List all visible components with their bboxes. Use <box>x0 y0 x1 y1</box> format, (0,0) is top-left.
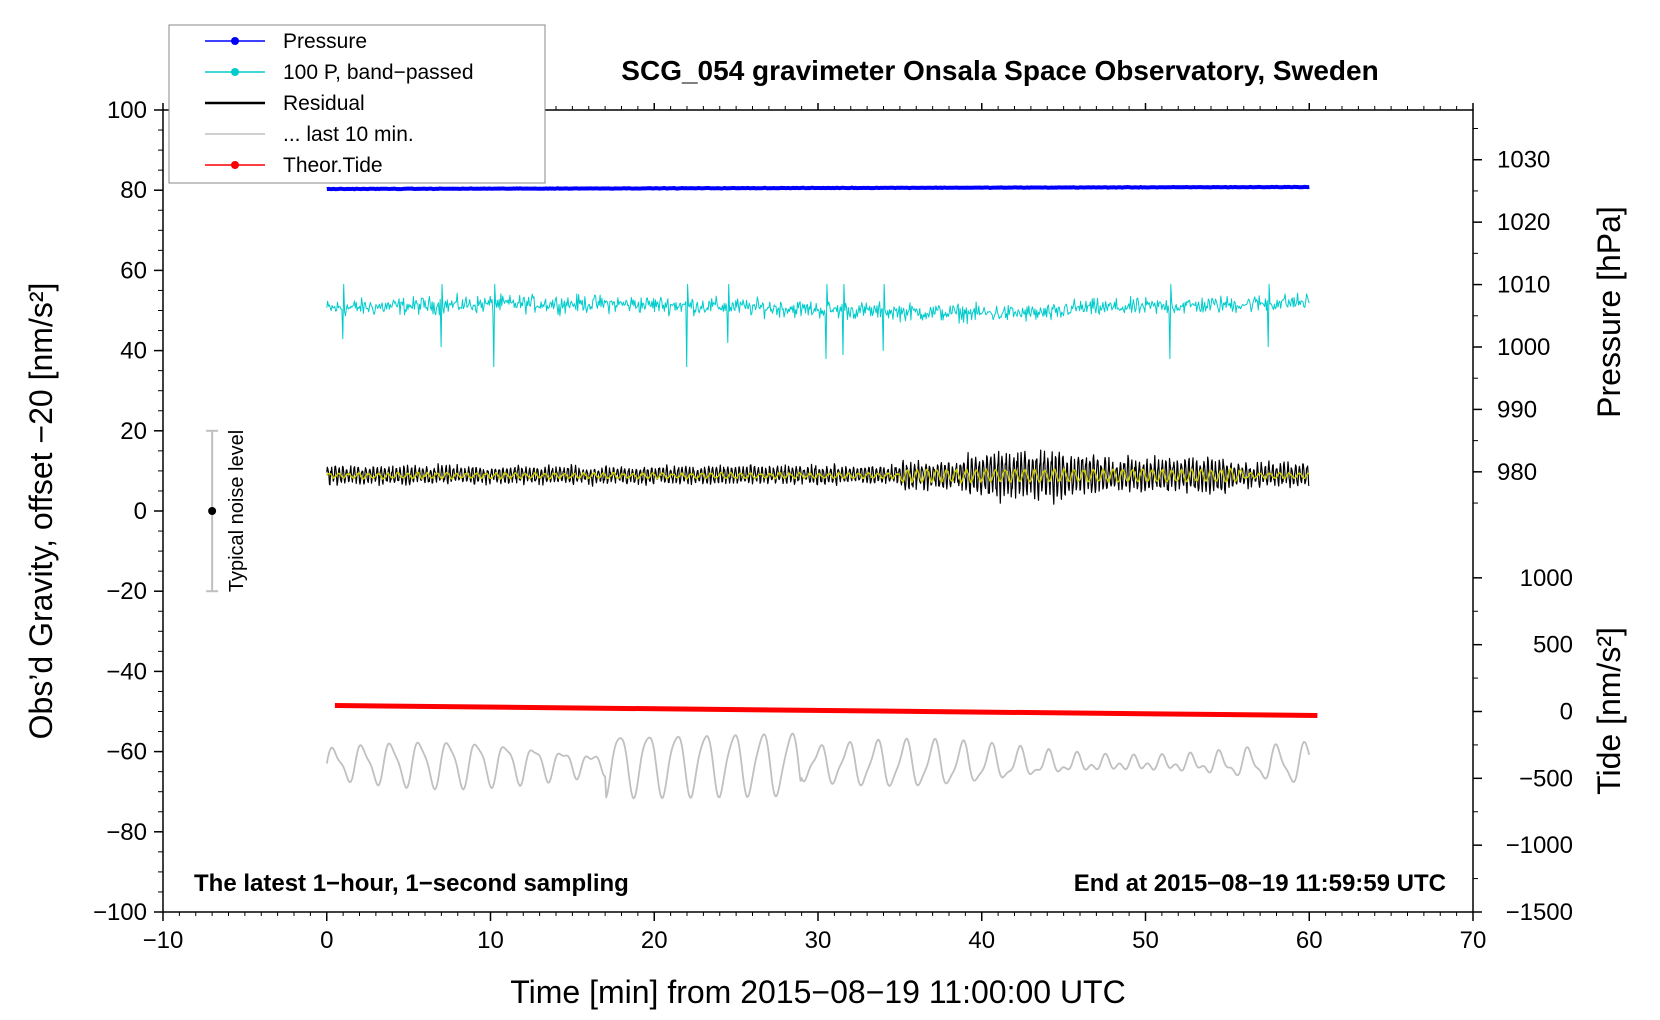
left-axis-ticks: 100 80 60 40 20 0 −20 −40 −60 −80 −100 <box>93 97 163 926</box>
series-100-p-band-passed <box>326 283 1310 368</box>
noise-bar-center-dot <box>208 507 217 515</box>
legend: Pressure 100 P, band−passed Residual ... la… <box>168 24 546 184</box>
y-left-tick-label: 80 <box>120 177 147 204</box>
noise-bar-label: Typical noise level <box>226 430 248 592</box>
legend-label: Theor.Tide <box>283 154 383 177</box>
series-residual-smoothed <box>326 467 1310 484</box>
x-tick-label: 20 <box>641 927 668 954</box>
y-left-tick-label: 20 <box>120 418 147 445</box>
legend-marker <box>231 37 239 45</box>
chart-title: SCG_054 gravimeter Onsala Space Observat… <box>621 55 1378 86</box>
pressure-tick-label: 1030 <box>1497 147 1550 174</box>
legend-label: 100 P, band−passed <box>283 61 474 84</box>
y-left-tick-label: −100 <box>93 899 147 926</box>
sampling-note: The latest 1−hour, 1−second sampling <box>194 870 629 897</box>
x-axis-label: Time [min] from 2015−08−19 11:00:00 UTC <box>510 974 1125 1010</box>
noise-level-bar: Typical noise level <box>206 429 248 593</box>
y-left-tick-label: −40 <box>106 658 147 685</box>
legend-label: Residual <box>283 92 365 115</box>
legend-label: ... last 10 min. <box>283 123 414 146</box>
y-left-tick-label: −20 <box>106 578 147 605</box>
tide-axis-ticks: 1000 500 0 −500 −1000 −1500 <box>1473 565 1573 926</box>
pressure-axis-label: Pressure [hPa] <box>1591 206 1627 418</box>
series-layer <box>325 184 1318 800</box>
x-tick-label: 40 <box>968 927 995 954</box>
pressure-tick-label: 990 <box>1497 396 1537 423</box>
tide-tick-label: −1500 <box>1506 899 1573 926</box>
legend-marker <box>231 68 239 76</box>
tide-tick-label: −500 <box>1519 765 1573 792</box>
x-tick-label: 10 <box>477 927 504 954</box>
legend-label: Pressure <box>283 30 367 53</box>
tide-tick-label: 0 <box>1560 699 1573 726</box>
pressure-tick-label: 1010 <box>1497 272 1550 299</box>
y-left-tick-label: −60 <box>106 739 147 766</box>
series--last-10-min- <box>325 732 1311 800</box>
plot-frame <box>162 109 1474 913</box>
tide-tick-label: −1000 <box>1506 832 1573 859</box>
tide-tick-label: 500 <box>1533 632 1573 659</box>
y-left-tick-label: 40 <box>120 338 147 365</box>
tide-axis-label: Tide [nm/s²] <box>1591 627 1627 795</box>
x-tick-label: 70 <box>1460 927 1487 954</box>
pressure-tick-label: 1000 <box>1497 334 1550 361</box>
series-residual <box>326 449 1310 505</box>
y-left-tick-label: 100 <box>107 97 147 124</box>
x-axis-ticks: −10 0 10 20 30 40 50 60 70 <box>143 103 1487 954</box>
end-time-note: End at 2015−08−19 11:59:59 UTC <box>1074 870 1446 897</box>
x-tick-label: −10 <box>143 927 184 954</box>
x-tick-label: 0 <box>320 927 333 954</box>
y-left-tick-label: 60 <box>120 257 147 284</box>
series-theor-tide <box>334 703 1318 718</box>
x-tick-label: 50 <box>1132 927 1159 954</box>
pressure-axis-ticks: 1030 1020 1010 1000 990 980 <box>1473 128 1550 504</box>
pressure-tick-label: 980 <box>1497 459 1537 486</box>
x-tick-label: 30 <box>805 927 832 954</box>
x-tick-label: 60 <box>1296 927 1323 954</box>
pressure-tick-label: 1020 <box>1497 209 1550 236</box>
series-pressure <box>326 184 1310 192</box>
legend-marker <box>231 161 239 169</box>
y-left-tick-label: 0 <box>134 498 147 525</box>
y-left-tick-label: −80 <box>106 819 147 846</box>
tide-tick-label: 1000 <box>1520 565 1573 592</box>
left-axis-label: Obs’d Gravity, offset −20 [nm/s²] <box>23 283 59 740</box>
